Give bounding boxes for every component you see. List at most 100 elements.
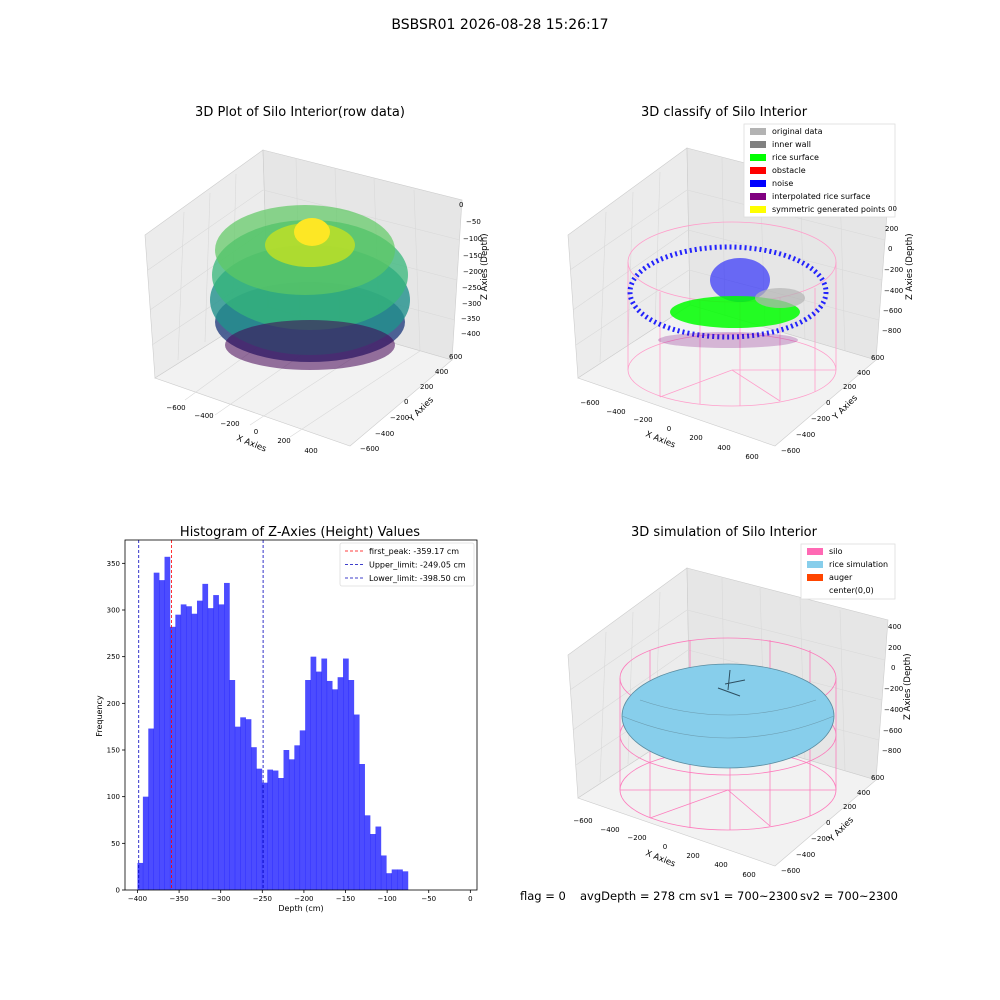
simulation-ylabel: Y Axies [826,815,856,845]
histogram-bar [169,626,176,890]
status-avg-depth: avgDepth = 278 cm [580,889,697,903]
histogram-bar [391,869,398,890]
histogram-bar [364,815,371,890]
svg-text:center(0,0): center(0,0) [829,586,874,595]
status-sv2: sv2 = 700~2300 [800,889,898,903]
figure-title: BSBSR01 2026-08-28 15:26:17 [391,17,609,33]
raw-point-cloud [210,205,410,370]
svg-text:400: 400 [714,861,727,869]
simulation-back-pane-right [686,567,889,781]
svg-text:−600: −600 [781,867,800,875]
histogram-bar [370,834,376,890]
svg-text:600: 600 [871,354,884,362]
histogram-bar [224,582,230,890]
simulation-rice-surface [621,663,835,769]
y-tick-label: 300 [107,607,120,615]
svg-text:200: 200 [277,437,290,445]
svg-text:200: 200 [885,225,898,233]
histogram-bar [175,614,182,890]
classify-back-pane-left [567,147,691,379]
svg-text:0: 0 [826,819,830,827]
svg-text:−200: −200 [884,266,903,274]
legend-entry: first_peak: -359.17 cm [369,547,459,556]
histogram-bar [245,719,252,890]
histogram-bar [234,726,241,890]
svg-text:200: 200 [888,644,901,652]
histogram-bar [380,855,387,890]
histogram-reference-lines [138,540,264,890]
histogram-bar [213,595,219,890]
svg-text:−150: −150 [463,252,482,260]
svg-text:−600: −600 [573,817,592,825]
histogram-bars [137,556,409,890]
raw-back-pane-right [262,149,463,361]
simulation-floor-pane [577,724,877,867]
histogram-x-ticks: −400 −350 −300 −250 −200 −150 −100 −50 0 [128,890,473,903]
svg-text:−400: −400 [461,330,480,338]
x-tick-label: −300 [211,895,230,903]
x-tick-label: −150 [336,895,355,903]
svg-text:600: 600 [449,353,462,361]
y-tick-label: 250 [107,653,120,661]
svg-text:−350: −350 [461,315,480,323]
histogram-bar [402,871,409,890]
svg-text:−400: −400 [884,287,903,295]
histogram-bar [153,572,160,890]
histogram-bar [359,764,365,890]
svg-text:−600: −600 [580,399,599,407]
svg-text:400: 400 [888,623,901,631]
x-tick-label: −400 [128,895,147,903]
simulation-xlabel: X Axies [644,849,677,870]
svg-text:−400: −400 [375,430,394,438]
histogram-bar [321,658,328,890]
y-tick-label: 0 [116,887,120,895]
svg-text:400: 400 [857,789,870,797]
svg-text:−400: −400 [884,706,903,714]
svg-text:0: 0 [891,664,895,672]
svg-text:200: 200 [420,383,433,391]
histogram-bar [299,730,306,890]
svg-text:−800: −800 [882,327,901,335]
histogram-bar [278,778,284,890]
svg-text:auger: auger [829,573,853,582]
y-tick-label: 350 [107,560,120,568]
svg-text:200: 200 [686,852,699,860]
histogram-bar [256,768,263,890]
status-sv1: sv1 = 700~2300 [700,889,798,903]
y-tick-label: 100 [107,793,120,801]
histogram-bar [332,689,338,890]
x-tick-label: −200 [294,895,313,903]
svg-text:−200: −200 [220,420,239,428]
classify-panel-title: 3D classify of Silo Interior [641,105,808,120]
svg-text:0: 0 [888,245,892,253]
histogram-bar [218,604,225,890]
histogram-bar [310,656,317,890]
svg-text:400: 400 [435,368,448,376]
svg-text:0: 0 [404,398,408,406]
svg-text:inner wall: inner wall [772,140,811,149]
svg-text:200: 200 [843,383,856,391]
svg-text:200: 200 [843,803,856,811]
status-flag: flag = 0 [520,889,566,903]
classify-legend: original data inner wall rice surface ob… [743,123,896,218]
classify-zlabel: Z Axies (Depth) [905,233,915,300]
x-tick-label: −250 [253,895,272,903]
svg-text:−200: −200 [811,415,830,423]
histogram-bar [272,770,279,890]
svg-text:−400: −400 [600,826,619,834]
svg-text:600: 600 [742,871,755,879]
svg-text:−400: −400 [796,431,815,439]
svg-text:−800: −800 [882,747,901,755]
svg-text:rice simulation: rice simulation [829,560,888,569]
histogram-bar [229,680,236,890]
y-tick-label: 200 [107,700,120,708]
svg-text:−250: −250 [462,284,481,292]
raw-panel-title: 3D Plot of Silo Interior(row data) [195,105,405,120]
histogram-bar [397,869,403,890]
svg-text:−200: −200 [627,834,646,842]
x-tick-label: 0 [468,895,472,903]
histogram-bar [159,580,165,890]
histogram-title: Histogram of Z-Axies (Height) Values [180,525,420,540]
